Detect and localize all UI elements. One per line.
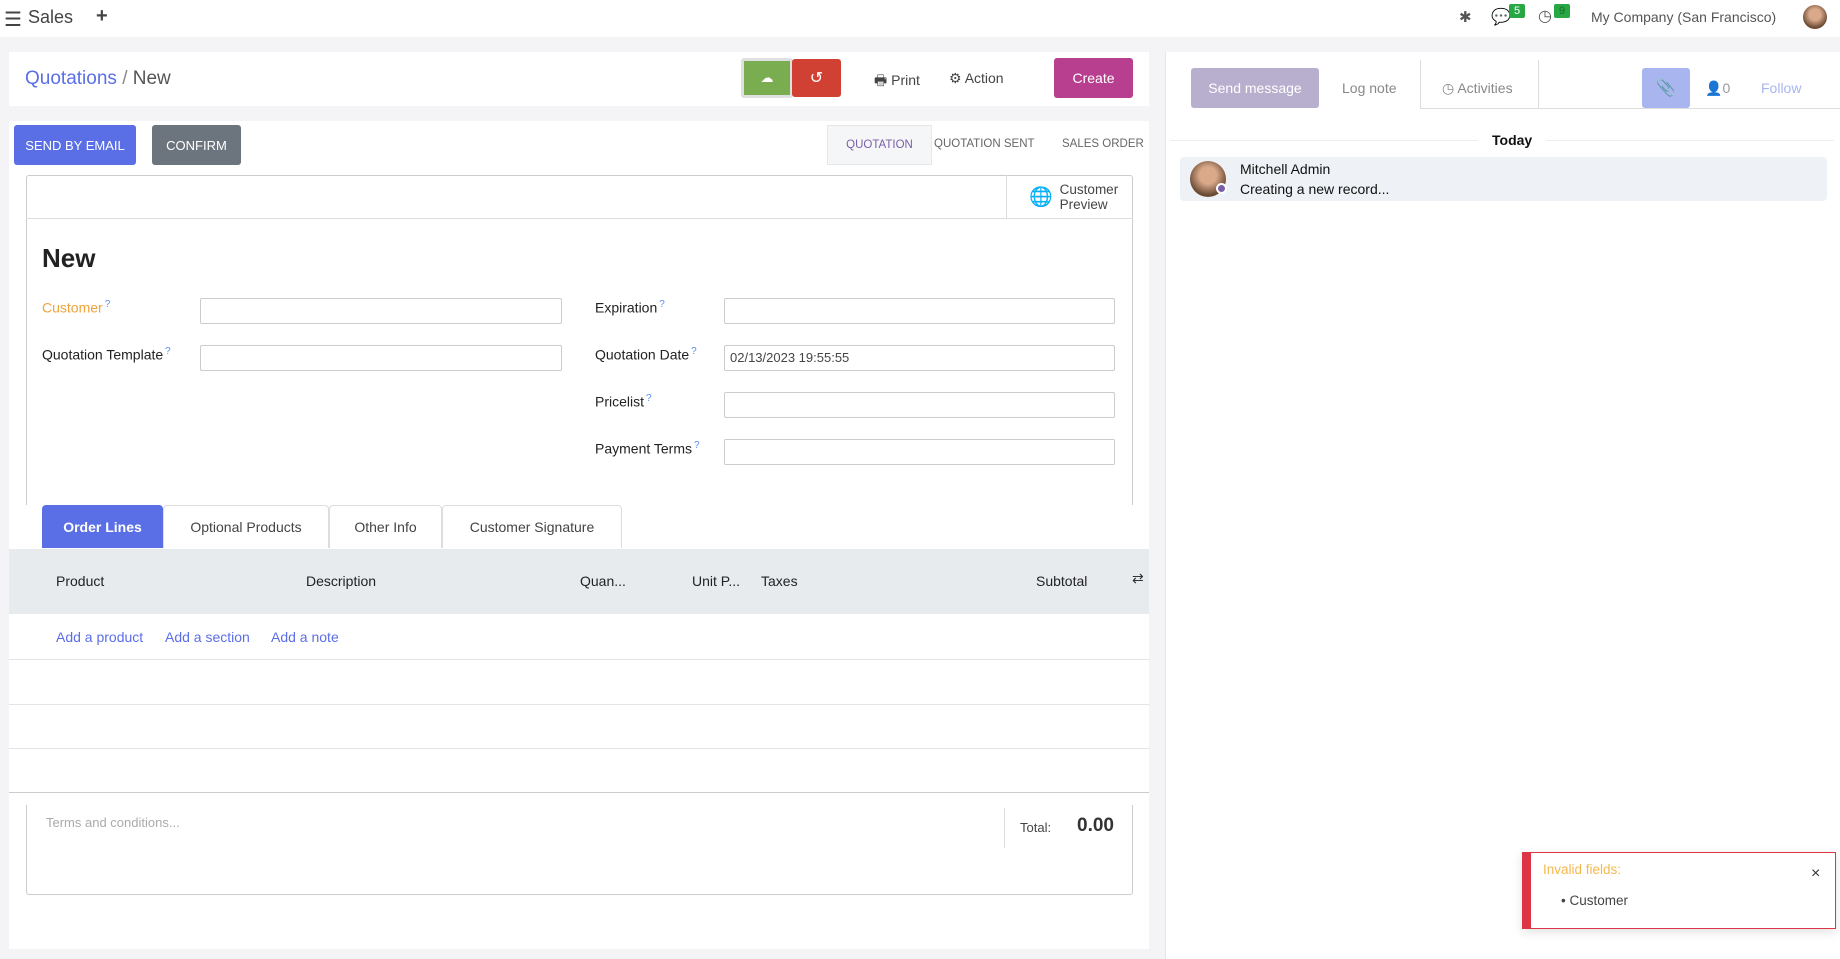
presence-icon: [1216, 183, 1227, 194]
chatter: Send message Log note ◷ Activities 📎 👤0 …: [1165, 52, 1840, 959]
plus-icon[interactable]: +: [96, 5, 108, 27]
activities-badge: 9: [1554, 4, 1571, 18]
action-button[interactable]: ⚙ Action: [949, 70, 1004, 86]
breadcrumb-parent[interactable]: Quotations: [25, 68, 117, 89]
clock-icon: ◷: [1442, 80, 1455, 96]
column-unit-price[interactable]: Unit P...: [692, 573, 740, 589]
log-note-button[interactable]: Log note: [1342, 80, 1397, 96]
printer-icon: 🖶: [874, 72, 888, 88]
close-icon[interactable]: ×: [1811, 865, 1821, 882]
company-switcher[interactable]: My Company (San Francisco): [1591, 9, 1777, 25]
follow-button[interactable]: Follow: [1761, 80, 1802, 96]
quotation-template-label: Quotation Template?: [42, 346, 171, 363]
expiration-label: Expiration?: [595, 299, 665, 316]
quotation-template-field[interactable]: [200, 345, 562, 371]
breadcrumb: Quotations / New: [25, 68, 171, 90]
top-navbar: ☰ Sales + ✱ 💬 5 ◷ 9 My Company (San Fran…: [0, 0, 1840, 37]
payment-terms-field[interactable]: [724, 439, 1115, 465]
customer-field[interactable]: [200, 298, 562, 324]
customer-preview-button[interactable]: 🌐 Customer Preview: [1006, 175, 1133, 219]
table-row: [9, 748, 1149, 749]
expiration-field[interactable]: [724, 298, 1115, 324]
followers-button[interactable]: 👤0: [1705, 80, 1731, 96]
add-section-link[interactable]: Add a section: [165, 629, 250, 645]
create-button[interactable]: Create: [1054, 58, 1133, 98]
discard-button[interactable]: ↺: [792, 59, 841, 97]
quotation-date-field[interactable]: 02/13/2023 19:55:55: [724, 345, 1115, 371]
total-label: Total:: [1020, 820, 1052, 835]
payment-terms-label: Payment Terms?: [595, 440, 700, 457]
tab-customer-signature[interactable]: Customer Signature: [442, 505, 622, 548]
breadcrumb-current: New: [132, 68, 171, 89]
message-author[interactable]: Mitchell Admin: [1240, 161, 1331, 177]
add-product-link[interactable]: Add a product: [56, 629, 144, 645]
send-message-button[interactable]: Send message: [1191, 68, 1319, 108]
undo-icon: ↺: [809, 70, 824, 87]
pricelist-label: Pricelist?: [595, 393, 652, 410]
date-separator: Today: [1478, 132, 1547, 148]
attachment-button[interactable]: 📎: [1642, 68, 1690, 108]
chat-icon[interactable]: 💬: [1491, 9, 1511, 26]
control-panel: Quotations / New ☁ ↺ 🖶 Print ⚙ Action Cr…: [9, 52, 1149, 106]
messages-badge: 5: [1509, 4, 1526, 18]
confirm-button[interactable]: CONFIRM: [152, 125, 241, 165]
tab-other-info[interactable]: Other Info: [329, 505, 442, 548]
quotation-date-label: Quotation Date?: [595, 346, 697, 363]
column-quantity[interactable]: Quan...: [580, 573, 626, 589]
notification-title: Invalid fields:: [1543, 862, 1622, 877]
print-button[interactable]: 🖶 Print: [874, 72, 920, 88]
send-by-email-button[interactable]: SEND BY EMAIL: [14, 125, 136, 165]
add-note-link[interactable]: Add a note: [271, 629, 339, 645]
globe-icon: 🌐: [1029, 187, 1053, 208]
user-avatar[interactable]: [1803, 5, 1827, 29]
table-row: [9, 659, 1149, 660]
activities-button[interactable]: ◷ Activities: [1442, 80, 1513, 96]
save-button[interactable]: ☁: [741, 58, 793, 98]
message: Mitchell Admin Creating a new record...: [1180, 157, 1827, 201]
bug-icon[interactable]: ✱: [1459, 9, 1472, 26]
message-body: Creating a new record...: [1240, 181, 1390, 197]
cloud-upload-icon: ☁: [760, 70, 774, 85]
invalid-field-item: • Customer: [1561, 893, 1628, 908]
status-quotation[interactable]: QUOTATION: [827, 125, 932, 165]
terms-field[interactable]: Terms and conditions...: [46, 815, 180, 830]
order-lines-header: [9, 549, 1149, 614]
breadcrumb-separator: /: [122, 68, 128, 89]
status-sales-order[interactable]: SALES ORDER: [1062, 138, 1144, 150]
button-box-divider: [26, 218, 1133, 219]
record-title: New: [42, 243, 96, 273]
pricelist-field[interactable]: [724, 392, 1115, 418]
menu-icon[interactable]: ☰: [4, 9, 22, 31]
total-value: 0.00: [1077, 815, 1114, 836]
optional-columns-icon[interactable]: ⇄: [1132, 570, 1144, 586]
tab-order-lines[interactable]: Order Lines: [42, 505, 163, 548]
tab-optional-products[interactable]: Optional Products: [163, 505, 329, 548]
user-icon: 👤: [1705, 80, 1723, 96]
column-description[interactable]: Description: [306, 573, 377, 589]
column-taxes[interactable]: Taxes: [761, 573, 798, 589]
totals-divider: [1004, 808, 1005, 848]
clock-icon[interactable]: ◷: [1538, 8, 1552, 25]
app-name[interactable]: Sales: [28, 7, 74, 27]
table-row: [9, 792, 1149, 793]
column-subtotal[interactable]: Subtotal: [1036, 573, 1088, 589]
customer-label: Customer?: [42, 299, 111, 316]
invalid-fields-notification: Invalid fields: × • Customer: [1522, 852, 1836, 929]
gear-icon: ⚙: [949, 70, 962, 86]
table-row: [9, 704, 1149, 705]
column-product[interactable]: Product: [56, 573, 105, 589]
status-quotation-sent[interactable]: QUOTATION SENT: [934, 138, 1035, 150]
paperclip-icon: 📎: [1656, 80, 1676, 97]
